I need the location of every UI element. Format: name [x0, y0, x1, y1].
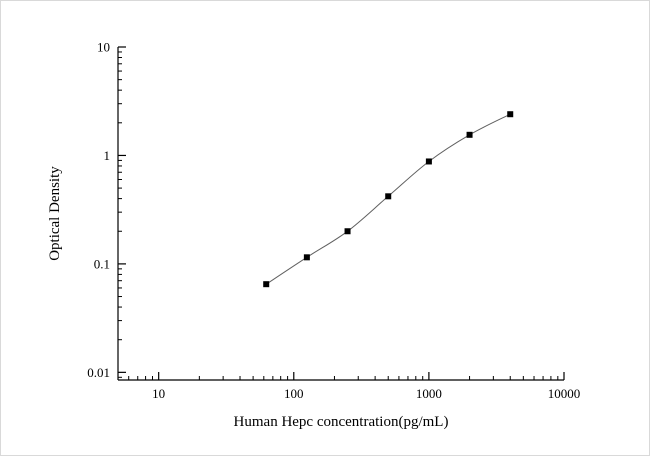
x-tick-label: 10000	[548, 386, 581, 401]
x-tick-label: 100	[284, 386, 304, 401]
x-tick-label: 10	[152, 386, 165, 401]
x-axis-title: Human Hepc concentration(pg/mL)	[234, 414, 449, 430]
y-tick-label: 10	[97, 40, 110, 55]
y-axis-title: Optical Density	[47, 166, 63, 261]
data-point-marker	[303, 254, 310, 261]
x-tick-label: 1000	[416, 386, 442, 401]
data-point-marker	[263, 281, 270, 288]
data-point-marker	[344, 228, 351, 235]
y-tick-label: 1	[104, 148, 111, 163]
data-point-marker	[466, 131, 473, 138]
data-point-marker	[385, 193, 392, 200]
y-tick-label: 0.01	[87, 365, 110, 380]
data-point-marker	[507, 111, 514, 118]
data-point-marker	[425, 158, 432, 165]
y-tick-label: 0.1	[94, 256, 110, 271]
